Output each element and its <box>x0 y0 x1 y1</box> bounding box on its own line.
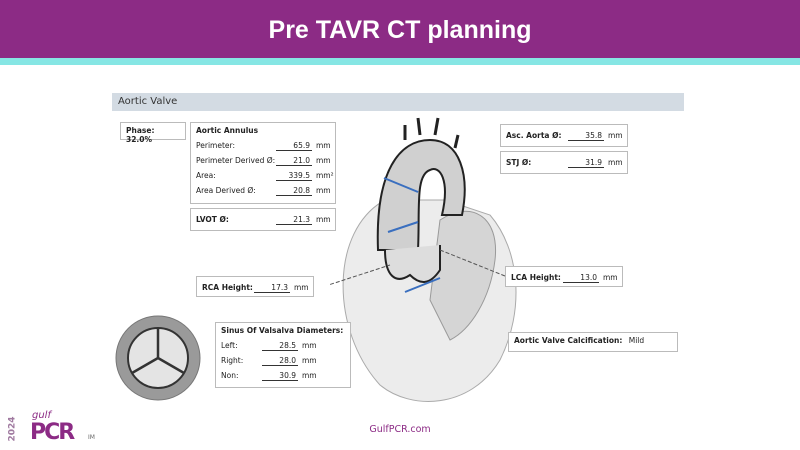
perimeter-value: 65.9 <box>276 141 312 151</box>
aortic-annulus-box: Aortic Annulus Perimeter: 65.9 mm Perimete… <box>190 122 336 204</box>
unit: mm <box>316 186 331 195</box>
unit: mm <box>316 141 331 150</box>
lca-box: LCA Height: 13.0 mm <box>505 266 623 287</box>
heart-diagram <box>330 117 517 402</box>
sinus-box: Sinus Of Valsalva Diameters: Left: 28.5 mm… <box>215 322 351 388</box>
perimeter-derived-value: 21.0 <box>276 156 312 166</box>
unit: mm <box>608 131 623 140</box>
unit: mm <box>603 273 618 282</box>
rca-value: 17.3 <box>254 283 290 293</box>
sinus-left-value: 28.5 <box>262 341 298 351</box>
section-header: Aortic Valve <box>112 93 684 111</box>
stj-label: STJ Ø: <box>506 158 532 167</box>
footer-url[interactable]: GulfPCR.com <box>369 424 431 435</box>
lca-value: 13.0 <box>563 273 599 283</box>
lvot-label: LVOT Ø: <box>196 215 229 224</box>
lca-label: LCA Height: <box>511 273 561 282</box>
lvot-box: LVOT Ø: 21.3 mm <box>190 208 336 231</box>
logo-suffix: IM <box>88 434 95 441</box>
sinus-title: Sinus Of Valsalva Diameters: <box>221 326 344 335</box>
unit: mm <box>294 283 309 292</box>
area-label: Area: <box>196 171 216 180</box>
perimeter-label: Perimeter: <box>196 141 235 150</box>
sinus-right-label: Right: <box>221 356 244 365</box>
area-value: 339.5 <box>276 171 312 181</box>
unit: mm <box>302 341 317 350</box>
unit: mm <box>316 156 331 165</box>
sinus-right-value: 28.0 <box>262 356 298 366</box>
calcification-label: Aortic Valve Calcification: <box>514 336 623 345</box>
header-stripe <box>0 58 800 65</box>
logo-gulf: gulf <box>32 410 51 421</box>
rca-box: RCA Height: 17.3 mm <box>196 276 314 297</box>
unit: mm <box>608 158 623 167</box>
asc-aorta-label: Asc. Aorta Ø: <box>506 131 562 140</box>
aortic-valve-icon <box>115 315 201 401</box>
sinus-left-label: Left: <box>221 341 238 350</box>
area-derived-label: Area Derived Ø: <box>196 186 256 195</box>
phase-box: Phase: 32.0% <box>120 122 186 144</box>
sinus-non-value: 30.9 <box>262 371 298 381</box>
unit: mm <box>302 356 317 365</box>
rca-label: RCA Height: <box>202 283 253 292</box>
calcification-value: Mild <box>628 336 645 345</box>
sinus-non-label: Non: <box>221 371 239 380</box>
unit: mm <box>302 371 317 380</box>
unit: mm² <box>316 171 334 180</box>
unit: mm <box>316 215 331 224</box>
area-derived-value: 20.8 <box>276 186 312 196</box>
asc-aorta-box: Asc. Aorta Ø: 35.8 mm <box>500 124 628 147</box>
page-title: Pre TAVR CT planning <box>0 0 800 58</box>
calcification-box: Aortic Valve Calcification: Mild <box>508 332 678 352</box>
perimeter-derived-label: Perimeter Derived Ø: <box>196 156 276 165</box>
logo-year: 2024 <box>7 416 18 442</box>
asc-aorta-value: 35.8 <box>568 131 604 141</box>
lvot-value: 21.3 <box>276 215 312 225</box>
logo-pcr: PCR <box>30 420 75 445</box>
stj-value: 31.9 <box>568 158 604 168</box>
annulus-title: Aortic Annulus <box>196 126 259 135</box>
stj-box: STJ Ø: 31.9 mm <box>500 151 628 174</box>
